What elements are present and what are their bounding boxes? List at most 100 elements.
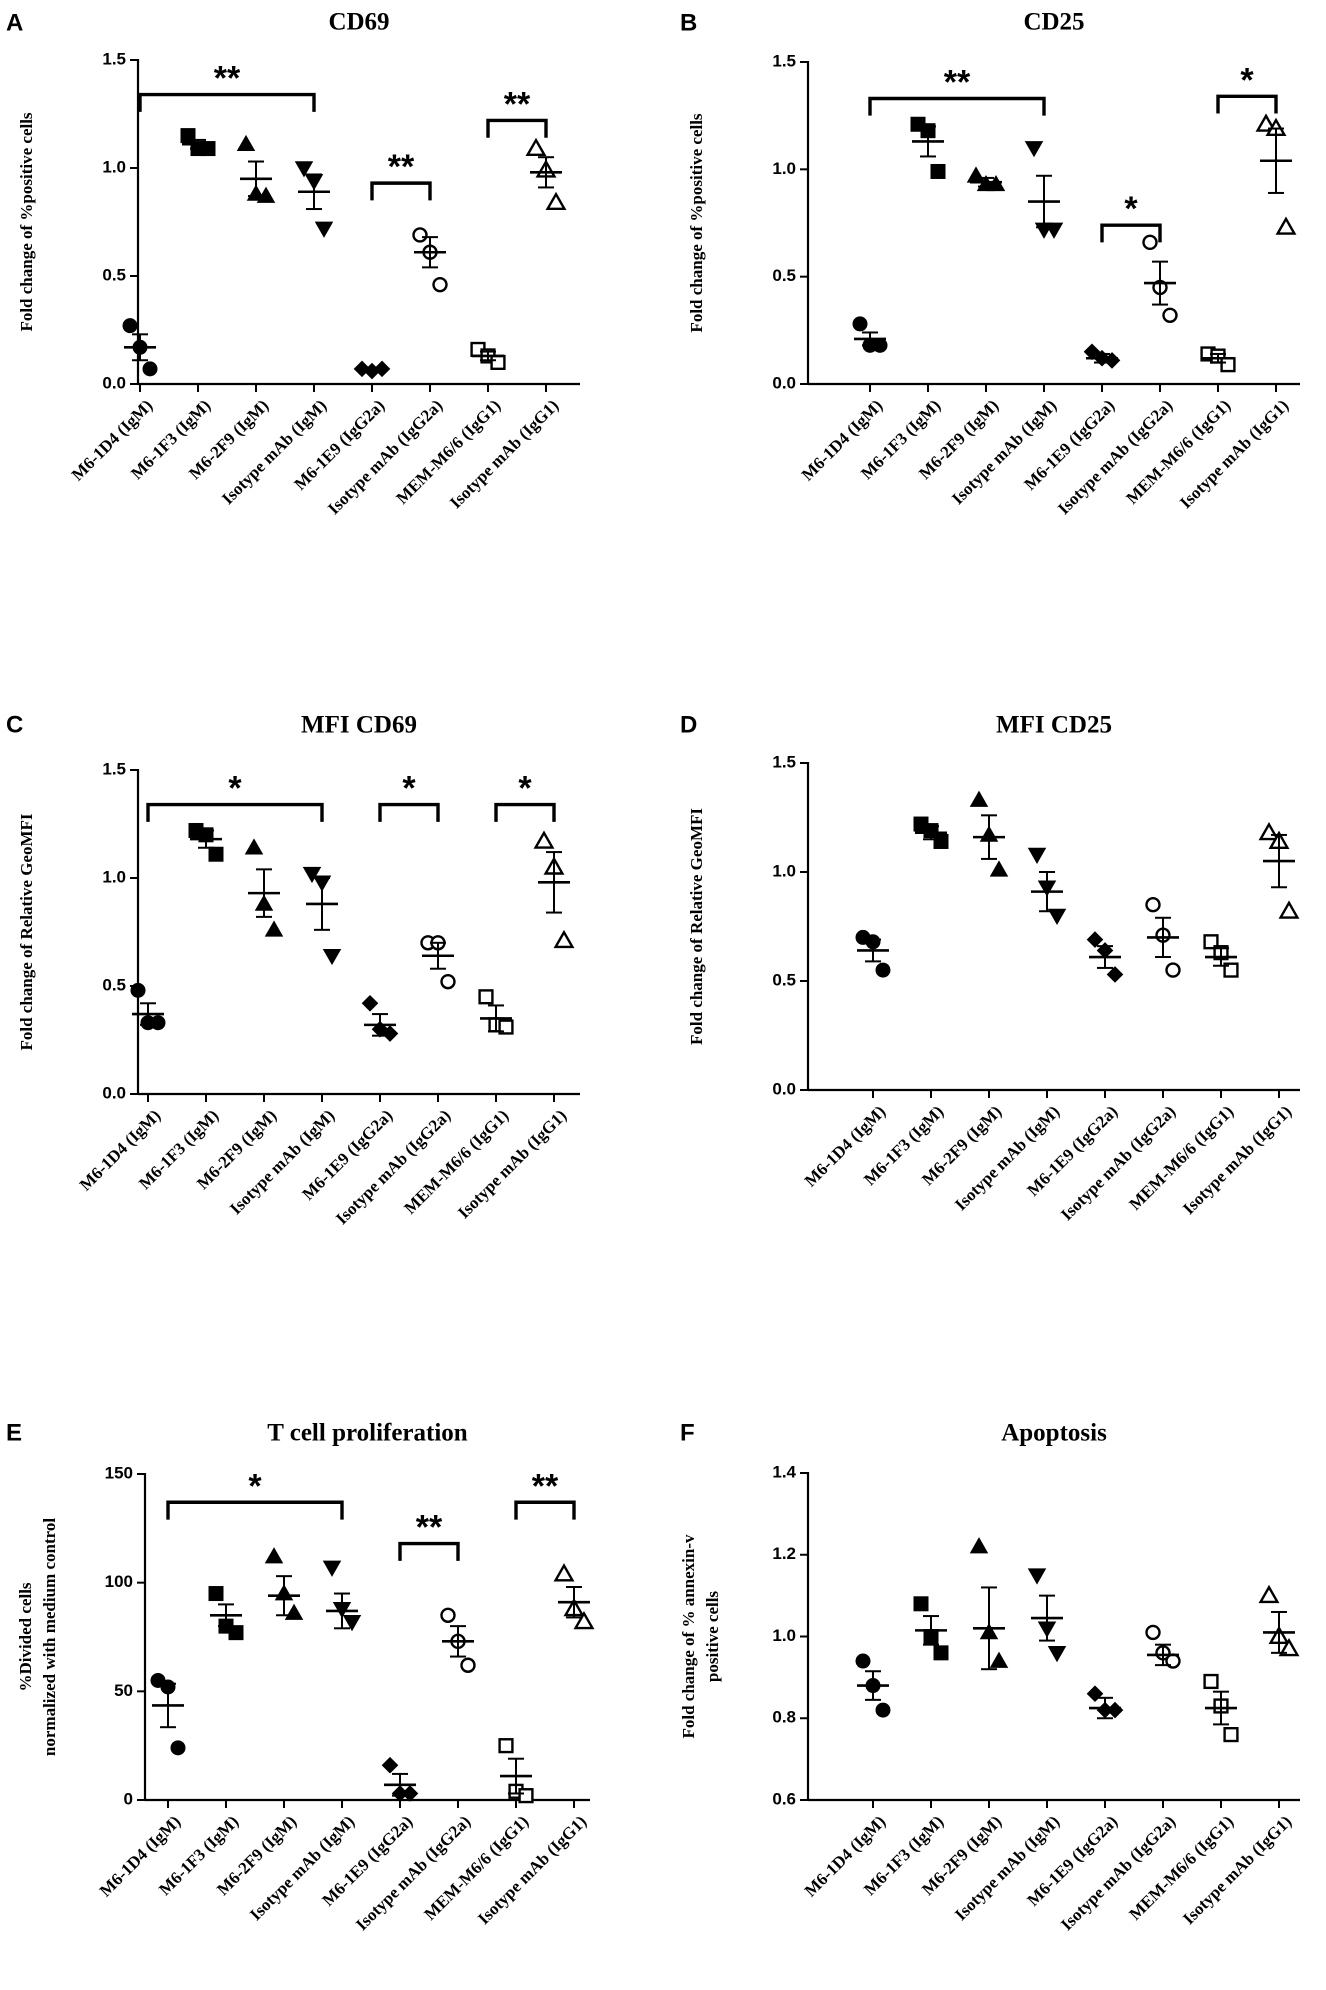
data-point [1258,1584,1280,1604]
group-c-8 [533,830,575,949]
data-point [1142,234,1158,251]
group-a-4 [294,161,334,238]
bracket-line [166,1500,344,1520]
group-c-7 [478,989,514,1035]
data-point [933,833,949,849]
group-d-6 [1145,897,1181,978]
data-point [361,994,379,1012]
chart-title-b: CD25 [1023,9,1084,36]
data-point [1047,908,1067,926]
group-c-1 [130,982,166,1031]
y-tick-label: 1.5 [102,49,126,68]
data-point [1220,357,1236,373]
data-point [573,1610,595,1630]
y-tick-label: 0.5 [772,266,796,285]
significance-label: ** [944,63,971,101]
panel-letter-e: E [6,1419,22,1446]
data-point [969,790,989,807]
y-tick-label: 1.5 [772,752,796,771]
data-point [969,1537,989,1554]
chart-title-c: MFI CD69 [301,712,417,739]
significance-label: * [1240,61,1254,99]
significance-bracket: ** [868,63,1046,116]
bracket-line [398,1541,460,1561]
panel-letter-d: D [680,711,697,738]
data-point [1047,1646,1067,1663]
data-point [855,1653,871,1669]
significance-bracket: ** [514,1467,576,1520]
data-point [322,948,342,966]
group-a-8 [525,137,567,211]
significance-label: ** [214,60,241,98]
group-b-5 [1083,343,1121,369]
y-tick-label: 0.5 [102,265,126,284]
significance-label: ** [504,85,531,123]
data-point [264,1547,284,1564]
group-d-8 [1258,821,1300,919]
data-point [989,860,1009,877]
group-f-8 [1258,1584,1300,1657]
group-f-7 [1203,1673,1239,1743]
data-point [933,1645,949,1661]
y-tick-label: 1.0 [102,157,126,176]
y-tick-label: 1.4 [772,1462,796,1481]
group-e-3 [264,1547,304,1620]
data-point [236,134,256,152]
bracket-line [868,96,1046,116]
chart-title-e: T cell proliferation [267,1420,468,1447]
group-e-6 [440,1607,476,1673]
y-tick-label: 100 [105,1572,133,1591]
significance-label: ** [416,1509,443,1547]
y-tick-label: 150 [105,1463,133,1482]
data-point [170,1740,186,1756]
bracket-line [1100,223,1162,243]
group-e-8 [553,1563,595,1630]
significance-label: * [518,770,532,808]
data-point [122,318,138,334]
group-f-6 [1145,1624,1181,1669]
y-tick-label: 1.5 [102,759,126,778]
data-point [381,1025,399,1042]
group-f-3 [969,1537,1009,1671]
y-axis-label-a: Fold change of %positive cells [17,112,36,331]
data-point [1278,900,1300,919]
bracket-line [138,92,316,112]
data-point [533,830,555,849]
data-point [440,1607,456,1623]
significance-label: ** [532,1467,559,1505]
bracket-line [370,181,432,201]
group-a-2 [180,128,216,157]
data-point [1165,962,1181,978]
data-point [208,846,224,862]
group-d-5 [1086,931,1124,983]
significance-bracket: ** [370,148,432,201]
group-d-2 [913,816,949,849]
y-axis-label-f: positive cells [703,1591,722,1683]
data-point [342,1614,362,1632]
group-c-5 [361,994,399,1042]
panel-letter-b: B [680,9,697,36]
data-point [553,929,575,949]
panel-letter-c: C [6,711,23,738]
bracket-line [494,802,556,822]
data-point [553,1563,575,1582]
group-c-4 [302,866,342,966]
data-point [913,1596,929,1612]
y-axis-label-f: Fold change of % annexin-v [679,1534,698,1739]
data-point [381,1756,399,1774]
data-point [150,1015,166,1031]
group-b-1 [852,316,888,353]
group-c-3 [244,838,284,937]
group-d-3 [969,790,1009,877]
data-point [930,163,946,179]
y-tick-label: 1.0 [772,159,796,178]
data-point [412,227,428,243]
group-a-7 [470,341,506,371]
data-point [314,221,334,238]
y-tick-label: 0.8 [772,1708,796,1727]
group-a-3 [236,134,276,203]
y-tick-label: 1.5 [772,51,796,70]
data-point [302,866,322,884]
